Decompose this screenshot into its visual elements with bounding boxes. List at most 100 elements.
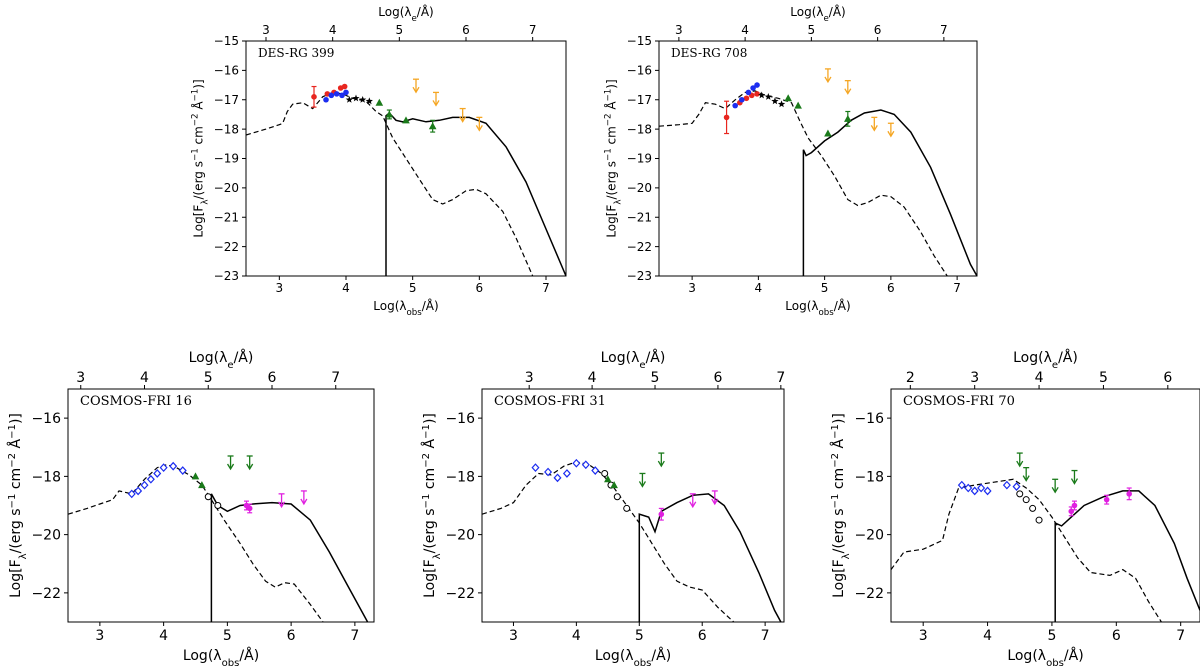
upper-limit-head [412, 86, 420, 94]
y-tick-label: −22 [854, 586, 884, 602]
y-tick-label: −16 [627, 64, 652, 78]
y-tick-label: −22 [627, 240, 652, 254]
solid-model-line [1054, 490, 1200, 622]
upper-limit-head [1022, 475, 1030, 482]
data-point [323, 96, 329, 103]
y-axis-label: Log[Fλ/(erg s−1 cm−2 Å−1)] [421, 413, 443, 598]
y-tick-label: −15 [627, 34, 652, 48]
y-tick-label: −22 [31, 586, 61, 602]
x2-axis-label: Log(λe/Å) [1013, 349, 1078, 371]
sed-panel: 3 4 5 6 7 3 4 5 6 7 −23 −22 −21 −20 −19 −18 −17 −16 −15 Log… [604, 4, 978, 318]
data-point [365, 97, 373, 105]
data-point [178, 466, 187, 475]
data-point [758, 91, 766, 99]
x2-tick-label: 6 [1163, 370, 1172, 386]
panel-title: COSMOS-FRI 16 [80, 394, 192, 409]
y-axis-label: Log[Fλ/(erg s−1 cm−2 Å−1)] [7, 413, 29, 598]
x-tick-label: 7 [542, 281, 550, 295]
x2-tick-label: 3 [675, 23, 683, 37]
dashed-model-line [482, 461, 735, 622]
x2-tick-label: 5 [651, 370, 660, 386]
data-point [970, 486, 979, 496]
data-point [169, 461, 178, 471]
upper-limit-head [432, 100, 440, 107]
data-point [723, 114, 730, 121]
data-point [581, 460, 590, 470]
x-tick-label: 6 [287, 628, 296, 644]
data-point [146, 474, 155, 484]
x-tick-label: 4 [159, 628, 168, 644]
data-point [977, 483, 986, 493]
data-point [1103, 496, 1110, 503]
sed-panel: 3 4 5 6 7 3 4 5 6 7 −22 −20 −18 −16 Log(λobs/Å) Log(λe/… [7, 349, 375, 669]
y-tick-label: −21 [214, 210, 239, 224]
data-point [794, 101, 802, 109]
y-tick-label: −15 [214, 34, 239, 48]
y-tick-label: −16 [31, 411, 61, 427]
x2-tick-label: 6 [462, 23, 470, 37]
x-tick-label: 5 [635, 628, 644, 644]
upper-limit-head [278, 501, 286, 509]
x-tick-label: 3 [509, 628, 518, 644]
x2-tick-label: 5 [204, 370, 213, 386]
data-point [743, 95, 750, 102]
data-point [1029, 504, 1037, 512]
upper-limit-head [844, 88, 852, 95]
data-point [159, 463, 168, 473]
x-tick-label: 7 [761, 628, 770, 644]
data-point [531, 463, 540, 473]
data-point [764, 93, 772, 100]
data-point [739, 96, 745, 103]
x2-tick-label: 7 [776, 370, 785, 386]
data-point [1126, 491, 1132, 497]
data-point [385, 110, 394, 118]
data-point [333, 91, 340, 97]
y-tick-label: −20 [214, 181, 239, 195]
y-tick-label: −21 [627, 210, 652, 224]
data-point [732, 102, 738, 109]
y-axis-label: Log[Fλ/(erg s−1 cm−2 Å−1)] [604, 79, 624, 237]
data-point [1016, 490, 1024, 498]
data-point [191, 472, 200, 480]
data-point [610, 481, 618, 489]
upper-limit-head [1070, 478, 1079, 485]
x-tick-label: 7 [350, 628, 359, 644]
data-point [754, 82, 760, 88]
data-point [402, 116, 410, 124]
data-point [613, 493, 621, 501]
data-point [604, 475, 612, 483]
x2-tick-label: 6 [713, 370, 722, 386]
y-tick-label: −17 [214, 93, 239, 107]
data-point [328, 92, 335, 99]
upper-limit-head [870, 125, 878, 132]
data-point [544, 467, 553, 477]
sed-panel: 3 4 5 6 7 3 4 5 6 7 −23 −22 −21 −20 −19 −18 −17 −16 −15 Log… [191, 4, 567, 318]
data-point [777, 100, 786, 108]
x-tick-label: 3 [95, 628, 104, 644]
data-point [623, 504, 631, 512]
x-tick-label: 6 [887, 281, 895, 295]
data-point [771, 97, 779, 105]
x-axis-label: Log(λobs/Å) [595, 647, 671, 669]
panel-title: DES-RG 708 [671, 46, 747, 60]
x2-tick-label: 5 [1099, 370, 1108, 386]
upper-limit-head [887, 130, 895, 138]
data-point [134, 486, 143, 496]
plot-frame [481, 388, 785, 623]
upper-limit-head [638, 481, 646, 488]
x-tick-label: 5 [409, 281, 417, 295]
upper-limit-head [300, 498, 308, 506]
dashed-model-line [891, 478, 1162, 622]
x2-tick-label: 3 [525, 370, 534, 386]
plot-frame [658, 40, 978, 277]
upper-limit-head [657, 460, 665, 468]
data-point [375, 98, 384, 106]
x2-tick-label: 4 [588, 370, 597, 386]
y-tick-label: −23 [214, 269, 239, 283]
x-tick-label: 6 [1112, 628, 1121, 644]
y-tick-label: −18 [854, 469, 884, 485]
data-point [359, 96, 367, 103]
y-tick-label: −20 [627, 181, 652, 195]
x-tick-label: 4 [755, 281, 763, 295]
data-point [824, 129, 832, 137]
